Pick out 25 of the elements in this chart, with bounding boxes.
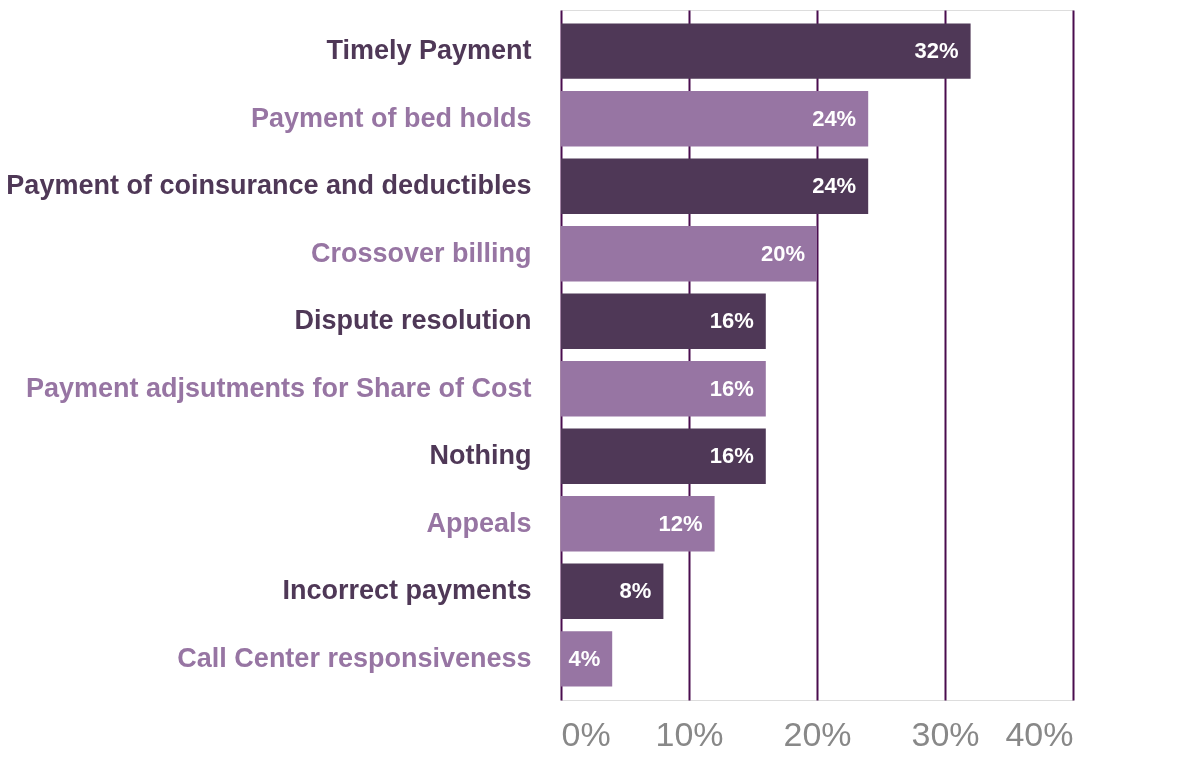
- data-label: 12%: [658, 510, 703, 536]
- y-tick-label: Payment adjsutments for Share of Cost: [25, 372, 532, 403]
- x-tick-label: 20%: [783, 714, 852, 753]
- data-label: 16%: [709, 443, 754, 469]
- y-tick-label: Appeals: [426, 507, 532, 538]
- x-tick-label: 40%: [1005, 714, 1074, 753]
- y-tick-label: Call Center responsiveness: [177, 642, 532, 673]
- x-tick-label: 0%: [561, 714, 611, 753]
- y-tick-label: Timely Payment: [326, 35, 532, 66]
- data-label: 16%: [709, 375, 754, 401]
- y-tick-label: Incorrect payments: [282, 575, 532, 606]
- data-label: 32%: [914, 38, 959, 64]
- x-tick-label: 10%: [655, 714, 724, 753]
- y-tick-label: Payment of coinsurance and deductibles: [6, 170, 532, 201]
- y-tick-label: Dispute resolution: [294, 305, 532, 336]
- y-tick-label: Crossover billing: [310, 237, 532, 268]
- data-label: 20%: [760, 240, 805, 266]
- y-tick-label: Payment of bed holds: [250, 102, 532, 133]
- x-tick-label: 30%: [911, 714, 980, 753]
- data-label: 4%: [568, 645, 601, 671]
- data-label: 24%: [812, 105, 857, 131]
- data-label: 24%: [812, 173, 857, 199]
- data-label: 8%: [619, 578, 652, 604]
- y-tick-label: Nothing: [429, 440, 532, 471]
- data-label: 16%: [709, 308, 754, 334]
